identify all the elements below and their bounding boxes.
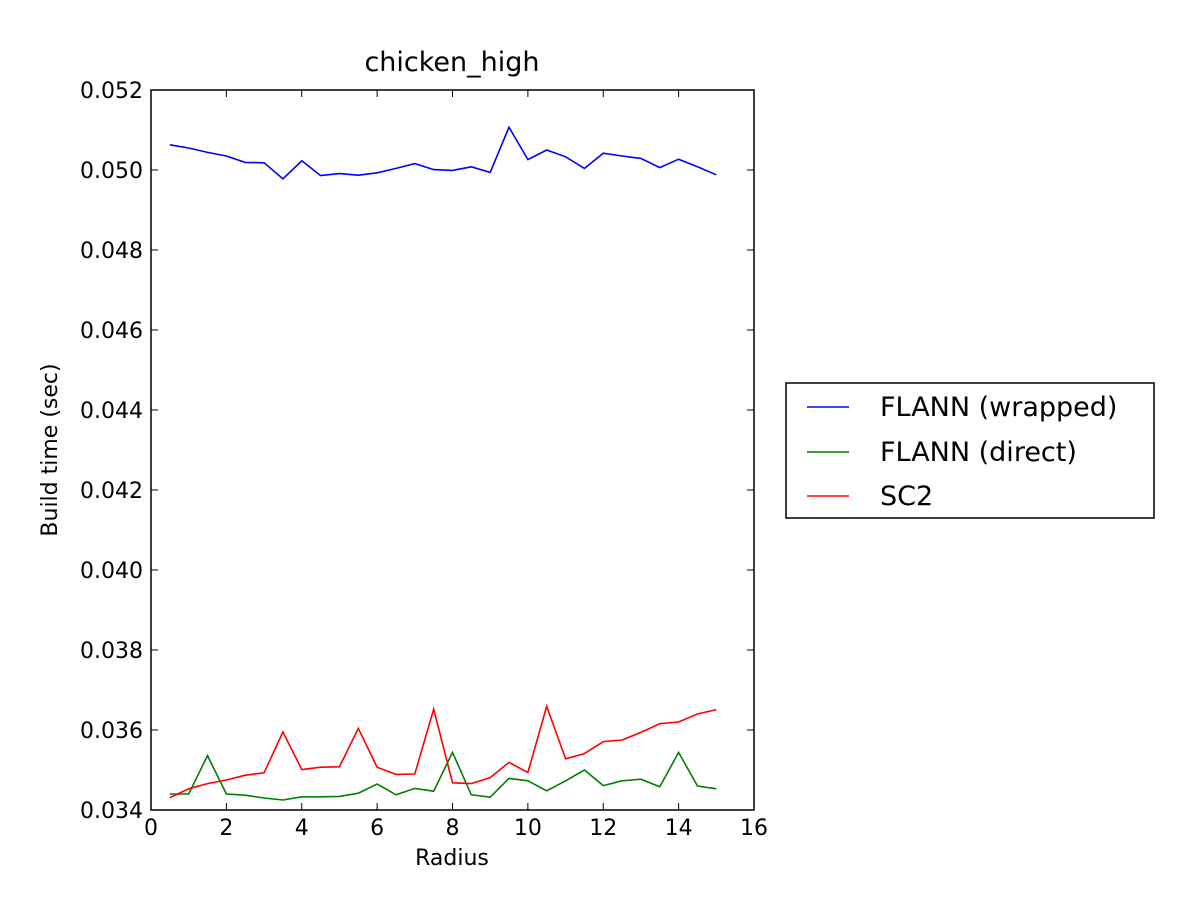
y-tick-label: 0.036 bbox=[80, 719, 143, 744]
y-tick-label: 0.048 bbox=[80, 239, 143, 264]
y-tick-label: 0.046 bbox=[80, 319, 143, 344]
legend: FLANN (wrapped) FLANN (direct) SC2 bbox=[785, 382, 1155, 519]
y-tick-label: 0.052 bbox=[80, 79, 143, 104]
x-tick-label: 4 bbox=[295, 816, 309, 841]
series-line-sc2 bbox=[169, 703, 717, 799]
legend-entry-label: SC2 bbox=[880, 481, 933, 512]
y-tick-label: 0.044 bbox=[80, 399, 143, 424]
x-tick-label: 14 bbox=[665, 816, 693, 841]
y-tick-label: 0.034 bbox=[80, 799, 143, 824]
x-tick-label: 2 bbox=[219, 816, 233, 841]
x-tick-label: 12 bbox=[589, 816, 617, 841]
x-tick-label: 16 bbox=[740, 816, 768, 841]
plot-lines bbox=[169, 125, 717, 801]
x-tick-label: 0 bbox=[144, 816, 158, 841]
legend-entry-label: FLANN (wrapped) bbox=[880, 392, 1117, 423]
y-tick-label: 0.042 bbox=[80, 479, 143, 504]
axis-ticks: 0 2 4 6 8 10 12 14 16 0.034 0.036 0.038 0.040 0.042 0.… bbox=[80, 79, 768, 841]
legend-entry-label: FLANN (direct) bbox=[880, 437, 1077, 468]
chart-title: chicken_high bbox=[364, 47, 539, 78]
x-tick-label: 8 bbox=[446, 816, 460, 841]
series-line-flann-direct bbox=[169, 750, 717, 801]
x-tick-label: 10 bbox=[514, 816, 542, 841]
plot-area-frame bbox=[150, 89, 755, 811]
y-tick-label: 0.050 bbox=[80, 159, 143, 184]
x-tick-label: 6 bbox=[370, 816, 384, 841]
y-tick-label: 0.038 bbox=[80, 639, 143, 664]
series-line-flann-wrapped bbox=[169, 125, 717, 180]
x-axis-label: Radius bbox=[415, 846, 489, 871]
y-tick-label: 0.040 bbox=[80, 559, 143, 584]
y-axis-label: Build time (sec) bbox=[38, 363, 63, 536]
